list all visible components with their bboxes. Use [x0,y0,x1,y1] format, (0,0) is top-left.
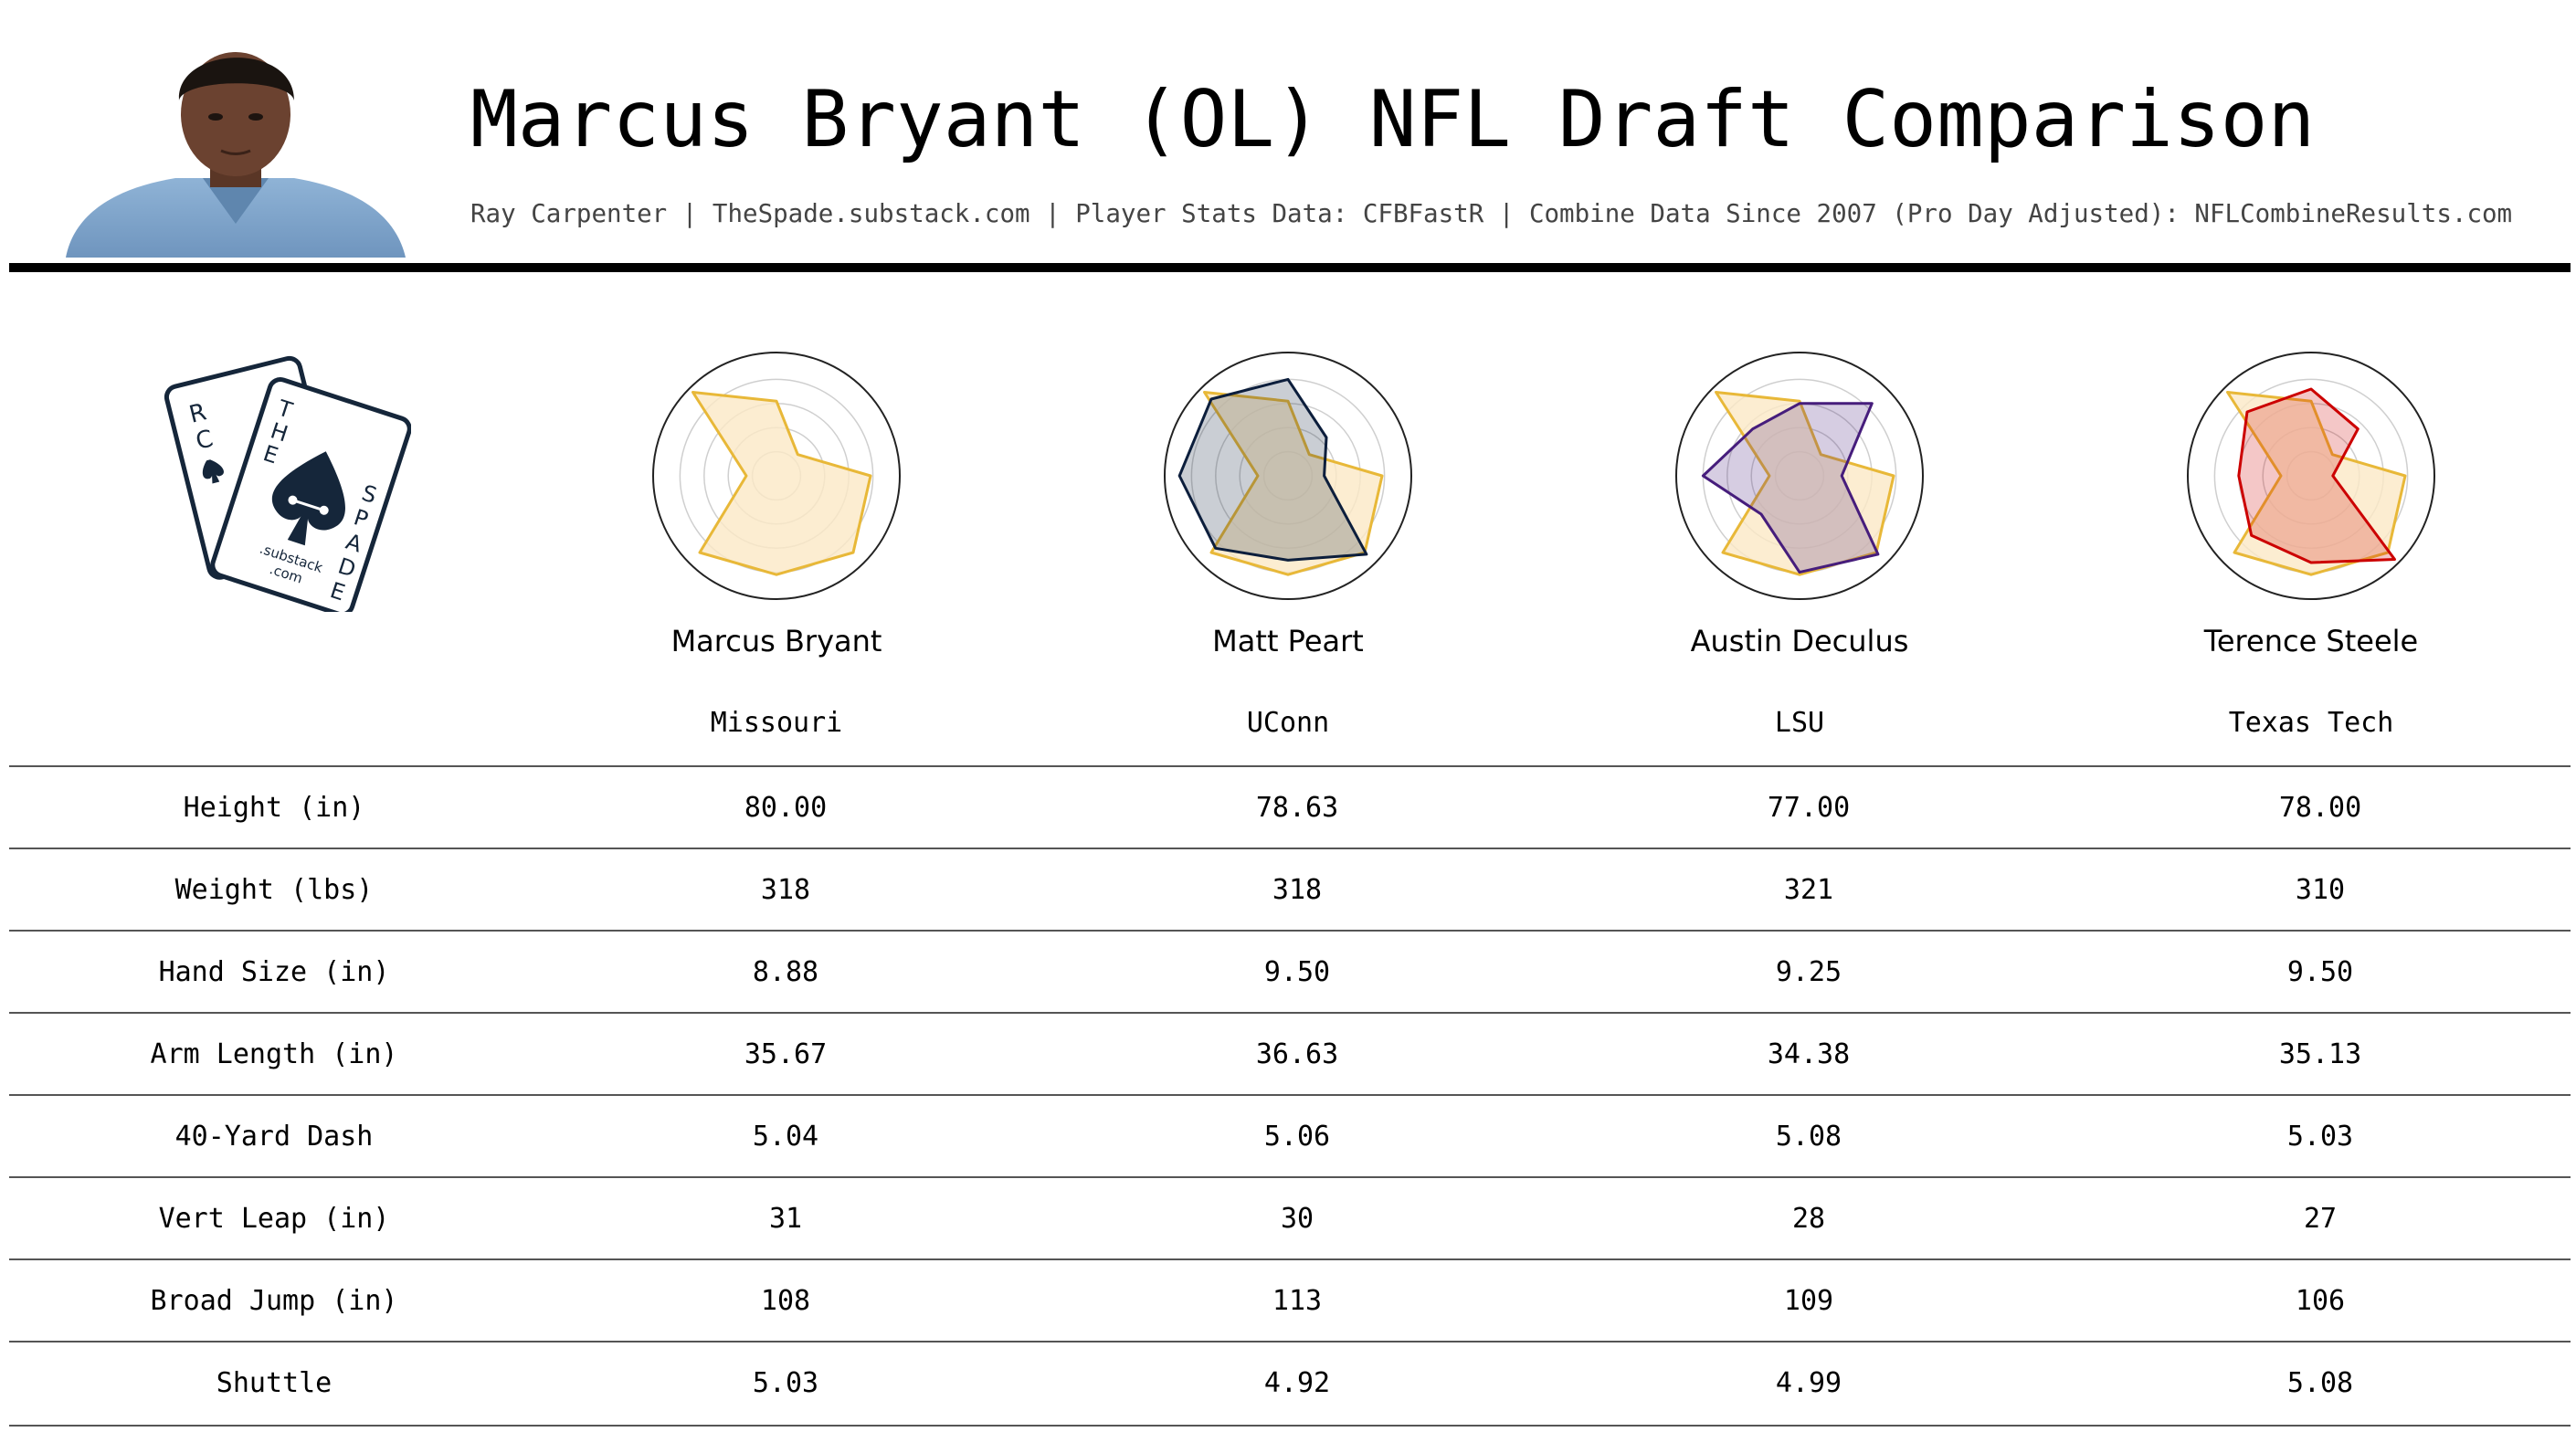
player-name: Matt Peart [1212,624,1364,658]
table-row: Weight (lbs) 318 318 321 310 [9,848,2571,932]
player-name: Austin Deculus [1690,624,1909,658]
table-cell: 321 [1783,874,1834,906]
row-label: Arm Length (in) [150,1038,398,1070]
row-label: Shuttle [216,1367,333,1399]
row-label: Hand Size (in) [158,956,390,988]
table-cell: 5.08 [1775,1121,1842,1153]
table-cell: 4.92 [1263,1367,1331,1399]
table-cell: 109 [1783,1285,1834,1317]
player-school: Missouri [710,707,843,739]
row-label: Vert Leap (in) [158,1203,390,1235]
table-cell: 5.04 [752,1121,819,1153]
table-cell: 4.99 [1775,1367,1842,1399]
player-headshot [66,52,406,258]
table-cell: 318 [760,874,811,906]
table-cell: 9.50 [2286,956,2354,988]
radar-chart-austin-deculus [1675,352,1924,600]
table-cell: 9.50 [1263,956,1331,988]
player-school: Texas Tech [2228,707,2394,739]
the-spade-logo: R C T H E S P A D E .substack .com [164,355,411,612]
radar-series-marcus-bryant [1203,391,1384,576]
player-school: UConn [1246,707,1330,739]
row-label: Height (in) [183,792,365,824]
table-cell: 78.63 [1255,792,1339,824]
table-cell: 5.08 [2286,1367,2354,1399]
radar-series-terence-steele [2237,387,2396,564]
page-subtitle: Ray Carpenter | TheSpade.substack.com | … [470,199,2513,228]
radar-chart-matt-peart [1164,352,1412,600]
table-cell: 8.88 [752,956,819,988]
table-cell: 35.67 [744,1038,828,1070]
table-cell: 27 [2303,1203,2338,1235]
table-cell: 77.00 [1767,792,1851,824]
row-label: Weight (lbs) [174,874,374,906]
row-label: Broad Jump (in) [150,1285,398,1317]
table-cell: 36.63 [1255,1038,1339,1070]
row-label: 40-Yard Dash [174,1121,374,1153]
table-cell: 35.13 [2278,1038,2362,1070]
player-name: Terence Steele [2203,624,2419,658]
radar-chart-terence-steele [2187,352,2435,600]
radar-series-austin-deculus [1701,402,1880,574]
radar-series-matt-peart [1177,377,1368,562]
radar-series-marcus-bryant [692,391,872,576]
table-row: Shuttle 5.03 4.92 4.99 5.08 [9,1341,2571,1427]
table-cell: 318 [1272,874,1323,906]
table-cell: 78.00 [2278,792,2362,824]
player-school: LSU [1774,707,1825,739]
small-spade-icon [202,459,224,484]
player-name: Marcus Bryant [670,624,882,658]
front-card: T H E S P A D E .substack .com [210,377,411,612]
table-cell: 108 [760,1285,811,1317]
radar-chart-marcus-bryant [652,352,901,600]
table-row: Height (in) 80.00 78.63 77.00 78.00 [9,765,2571,849]
spade-icon [271,451,345,546]
table-row: Vert Leap (in) 31 30 28 27 [9,1176,2571,1260]
table-cell: 5.03 [752,1367,819,1399]
header-divider [9,263,2571,272]
table-cell: 28 [1791,1203,1826,1235]
table-cell: 9.25 [1775,956,1842,988]
table-cell: 5.03 [2286,1121,2354,1153]
table-cell: 106 [2295,1285,2346,1317]
table-cell: 5.06 [1263,1121,1331,1153]
table-cell: 34.38 [1767,1038,1851,1070]
table-row: Hand Size (in) 8.88 9.50 9.25 9.50 [9,930,2571,1014]
table-cell: 31 [768,1203,803,1235]
table-row: Broad Jump (in) 108 113 109 106 [9,1258,2571,1342]
page-title: Marcus Bryant (OL) NFL Draft Comparison [470,74,2316,165]
table-cell: 30 [1280,1203,1314,1235]
table-row: 40-Yard Dash 5.04 5.06 5.08 5.03 [9,1094,2571,1178]
table-cell: 80.00 [744,792,828,824]
table-cell: 310 [2295,874,2346,906]
table-row: Arm Length (in) 35.67 36.63 34.38 35.13 [9,1012,2571,1096]
table-cell: 113 [1272,1285,1323,1317]
